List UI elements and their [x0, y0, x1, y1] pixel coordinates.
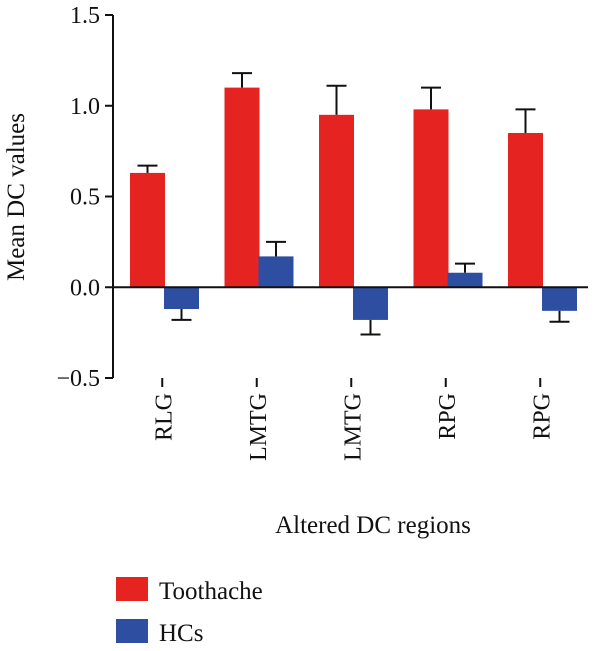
y-axis-title: Mean DC values: [3, 113, 30, 281]
x-ticks: RLG LMTG LMTG RPG RPG: [151, 378, 555, 461]
y-tick-label: 1.0: [70, 94, 100, 120]
x-tick-label: LMTG: [246, 393, 272, 461]
legend: Toothache HCs: [116, 577, 263, 647]
y-tick-label: 0.5: [70, 185, 100, 211]
legend-swatch-toothache: [116, 577, 148, 601]
bar-hcs-1: [258, 256, 294, 288]
bar-toothache-0: [130, 172, 165, 288]
bar-hcs-3: [447, 272, 483, 288]
y-tick-label: −0.5: [56, 366, 100, 392]
y-ticks: −0.5 0.0 0.5 1.0 1.5: [56, 3, 113, 392]
y-tick-label: 0.0: [70, 275, 100, 301]
legend-swatch-hcs: [116, 619, 148, 643]
error-bars-layer: [137, 72, 570, 336]
bar-toothache-3: [413, 109, 449, 288]
x-tick-label: RLG: [151, 393, 177, 441]
x-tick-label: RPG: [529, 393, 555, 440]
x-tick-label: RPG: [435, 393, 461, 440]
bar-toothache-2: [319, 114, 354, 288]
legend-label-hcs: HCs: [159, 620, 203, 647]
x-axis-title: Altered DC regions: [275, 512, 471, 539]
bar-hcs-0: [164, 287, 199, 310]
x-tick-label: LMTG: [340, 393, 366, 461]
bar-hcs-2: [353, 287, 388, 320]
y-tick-label: 1.5: [70, 3, 100, 29]
bar-hcs-4: [542, 287, 577, 311]
bars-layer: [130, 87, 577, 320]
legend-label-toothache: Toothache: [159, 578, 263, 605]
bar-toothache-1: [224, 87, 260, 288]
bar-toothache-4: [508, 132, 543, 288]
